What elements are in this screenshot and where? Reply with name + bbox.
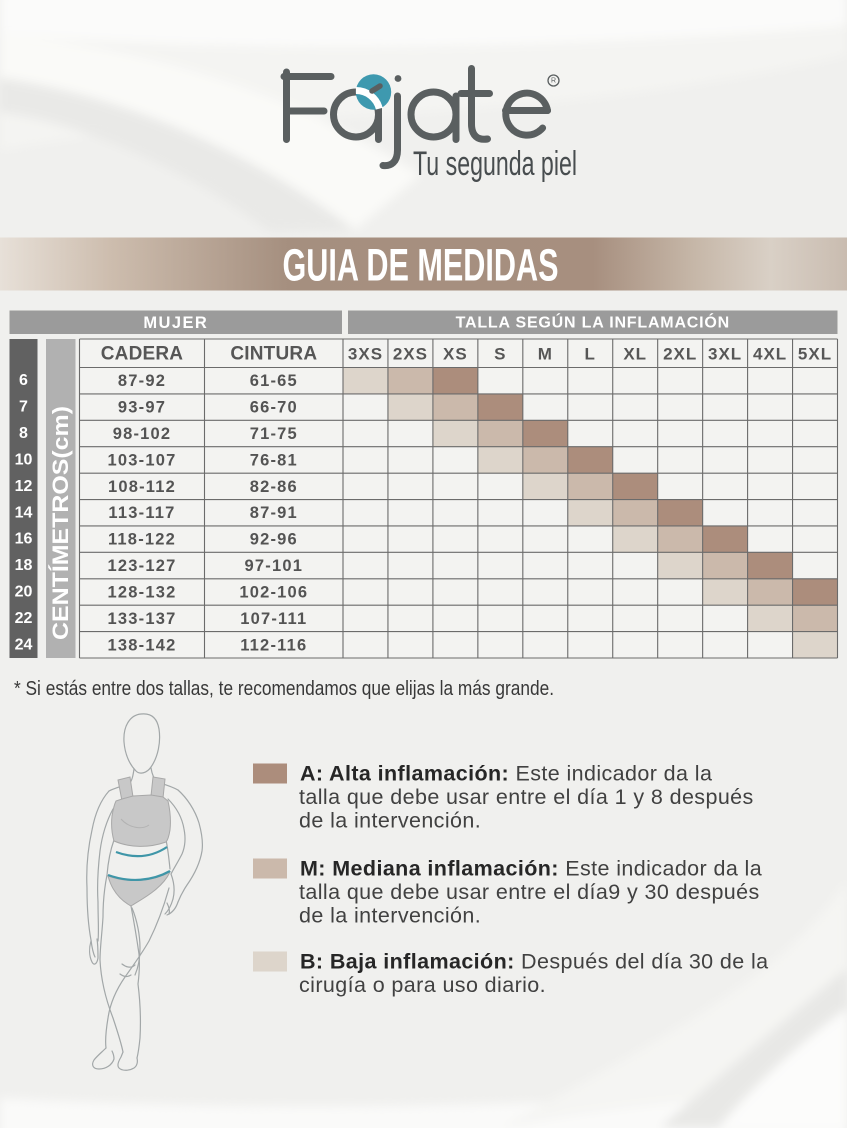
svg-text:talla que debe usar entre el d: talla que debe usar entre el día 1 y 8 d… [299, 785, 754, 809]
svg-text:138-142: 138-142 [108, 636, 177, 654]
svg-text:133-137: 133-137 [108, 610, 177, 628]
svg-text:108-112: 108-112 [108, 478, 176, 496]
svg-text:103-107: 103-107 [108, 451, 177, 469]
svg-text:XS: XS [443, 344, 468, 363]
svg-text:107-111: 107-111 [240, 610, 307, 628]
svg-text:L: L [585, 344, 596, 363]
svg-text:113-117: 113-117 [108, 504, 175, 522]
svg-text:7: 7 [19, 399, 28, 416]
svg-text:de la intervención.: de la intervención. [299, 904, 481, 928]
svg-text:92-96: 92-96 [250, 531, 298, 549]
svg-text:de la intervención.: de la intervención. [299, 809, 481, 833]
svg-text:3XS: 3XS [348, 344, 383, 363]
svg-text:24: 24 [15, 636, 33, 653]
svg-text:Tu segunda piel: Tu segunda piel [413, 145, 577, 183]
svg-text:XL: XL [623, 344, 647, 363]
svg-text:2XS: 2XS [393, 344, 428, 363]
svg-text:M: Mediana inflamación: Este i: M: Mediana inflamación: Este indicador d… [300, 857, 762, 881]
svg-text:GUIA DE MEDIDAS: GUIA DE MEDIDAS [283, 240, 559, 291]
svg-text:97-101: 97-101 [245, 557, 304, 575]
svg-text:76-81: 76-81 [250, 451, 298, 469]
svg-text:CADERA: CADERA [101, 343, 184, 364]
svg-text:2XL: 2XL [663, 344, 697, 363]
svg-text:20: 20 [15, 584, 33, 601]
svg-text:93-97: 93-97 [118, 399, 166, 417]
svg-text:8: 8 [19, 425, 28, 442]
svg-text:87-92: 87-92 [118, 372, 166, 390]
svg-text:MUJER: MUJER [143, 314, 208, 332]
svg-text:98-102: 98-102 [113, 425, 172, 443]
svg-text:10: 10 [15, 451, 33, 468]
svg-text:118-122: 118-122 [108, 531, 176, 549]
svg-text:R: R [551, 78, 556, 85]
svg-text:* Si estás entre dos tallas, t: * Si estás entre dos tallas, te recomend… [14, 677, 554, 700]
svg-text:87-91: 87-91 [250, 504, 298, 522]
svg-text:talla que debe usar entre el d: talla que debe usar entre el día9 y 30 d… [299, 880, 760, 904]
svg-text:71-75: 71-75 [250, 425, 298, 443]
svg-text:5XL: 5XL [798, 344, 832, 363]
svg-text:22: 22 [15, 610, 33, 627]
svg-text:S: S [494, 344, 506, 363]
svg-text:82-86: 82-86 [250, 478, 298, 496]
svg-text:A: Alta inflamación: Este indi: A: Alta inflamación: Este indicador da l… [300, 762, 712, 786]
svg-text:14: 14 [15, 504, 33, 521]
svg-text:3XL: 3XL [708, 344, 742, 363]
svg-text:66-70: 66-70 [250, 399, 298, 417]
svg-text:112-116: 112-116 [240, 636, 307, 654]
svg-text:CINTURA: CINTURA [230, 343, 317, 364]
svg-text:12: 12 [15, 478, 33, 495]
svg-text:128-132: 128-132 [108, 584, 177, 602]
svg-text:B: Baja inflamación: Después d: B: Baja inflamación: Después del día 30 … [300, 950, 769, 974]
svg-text:18: 18 [15, 557, 33, 574]
svg-text:16: 16 [15, 531, 33, 548]
svg-text:M: M [538, 344, 553, 363]
svg-text:TALLA SEGÚN LA INFLAMACIÓN: TALLA SEGÚN LA INFLAMACIÓN [456, 313, 730, 332]
svg-text:6: 6 [19, 372, 28, 389]
svg-text:61-65: 61-65 [250, 372, 298, 390]
svg-text:CENTÍMETROS(cm): CENTÍMETROS(cm) [48, 406, 73, 640]
svg-text:123-127: 123-127 [108, 557, 177, 575]
svg-text:cirugía o para uso diario.: cirugía o para uso diario. [299, 973, 546, 997]
svg-text:102-106: 102-106 [239, 584, 308, 602]
svg-text:4XL: 4XL [753, 344, 787, 363]
